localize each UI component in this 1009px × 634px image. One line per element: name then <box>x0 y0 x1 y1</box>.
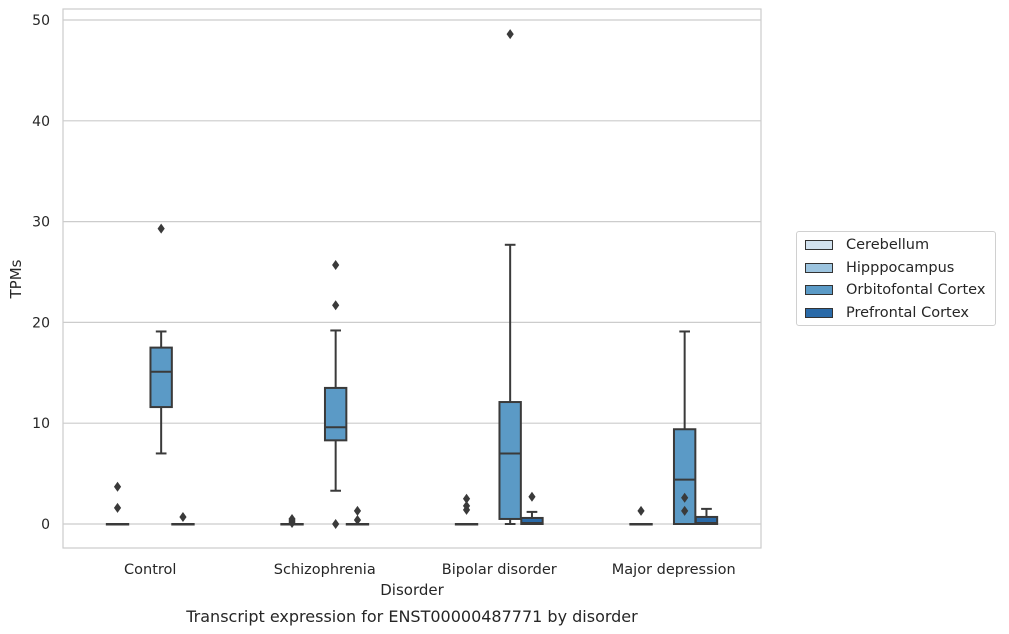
y-axis-label: TPMs <box>7 259 25 299</box>
outlier-point <box>462 493 471 504</box>
box-cerebellum <box>629 505 653 526</box>
legend-item: Prefrontal Cortex <box>805 303 969 323</box>
x-tick-labels: Control Schizophrenia Bipolar disorder Majo… <box>124 562 736 578</box>
outlier-point <box>681 492 689 503</box>
y-tick-label: 40 <box>32 114 50 130</box>
plot-area-frame <box>62 8 762 549</box>
outlier-point <box>332 519 340 529</box>
legend-label: Cerebellum <box>846 237 930 253</box>
box-prefrontal-cortex <box>345 505 370 526</box>
box-prefrontal-cortex <box>171 511 195 526</box>
legend-label: Hipppocampus <box>846 259 955 276</box>
box-body <box>323 386 348 442</box>
x-axis-label: Disorder <box>380 581 444 599</box>
outlier-point <box>179 511 187 522</box>
outlier-point <box>506 29 514 40</box>
y-tick-label: 10 <box>32 416 50 432</box>
outlier-point <box>113 481 122 492</box>
y-tick-label: 50 <box>32 13 50 29</box>
legend: Cerebellum Hipppocampus Orbitofontal Corte… <box>796 231 996 326</box>
y-tick-label: 30 <box>32 215 50 231</box>
boxes <box>105 29 719 529</box>
x-tick-label: Schizophrenia <box>274 562 376 578</box>
box-orbitofontal-cortex <box>149 223 173 455</box>
box-body <box>520 516 544 526</box>
legend-label: Prefrontal Cortex <box>846 304 969 321</box>
box-prefrontal-cortex <box>520 491 544 526</box>
legend-item: Cerebellum <box>805 235 929 255</box>
legend-item: Hipppocampus <box>805 258 954 278</box>
legend-label: Orbitofontal Cortex <box>846 282 986 298</box>
x-tick-label: Major depression <box>612 562 736 578</box>
y-tick-label: 0 <box>41 517 50 533</box>
outlier-point <box>681 505 689 516</box>
chart-title: Transcript expression for ENST0000048777… <box>185 607 638 626</box>
box-cerebellum <box>280 513 304 528</box>
x-tick-label: Control <box>124 562 176 578</box>
box-orbitofontal-cortex <box>672 330 697 525</box>
box-cerebellum <box>105 481 130 526</box>
legend-swatch <box>805 240 833 250</box>
y-tick-label: 20 <box>32 315 50 331</box>
outlier-point <box>462 500 471 511</box>
outlier-point <box>157 223 165 234</box>
legend-swatch <box>805 285 833 295</box>
box-cerebellum <box>454 493 479 526</box>
x-tick-label: Bipolar disorder <box>442 562 557 578</box>
legend-swatch <box>805 307 833 318</box>
y-tick-labels: 0 10 20 30 40 50 <box>32 13 50 533</box>
box-body <box>149 346 173 409</box>
box-body <box>498 401 522 520</box>
legend-item: Orbitofontal Cortex <box>805 280 985 300</box>
box-orbitofontal-cortex <box>323 259 348 529</box>
outlier-point <box>288 513 296 524</box>
outlier-point <box>332 300 340 311</box>
box-orbitofontal-cortex <box>498 29 522 525</box>
box-prefrontal-cortex <box>694 507 719 525</box>
outlier-point <box>353 514 362 525</box>
outlier-point <box>113 502 122 513</box>
outlier-point <box>353 505 362 516</box>
outlier-point <box>637 505 645 516</box>
box-body <box>672 428 697 525</box>
legend-swatch <box>805 262 833 273</box>
grid-lines <box>63 19 761 525</box>
outlier-point <box>332 259 340 270</box>
outlier-point <box>528 491 536 502</box>
box-body <box>694 515 719 525</box>
